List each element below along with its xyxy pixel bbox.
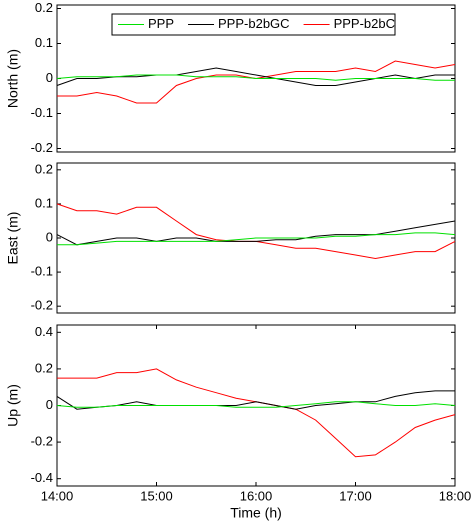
y-tick-label: 0	[46, 70, 53, 85]
y-tick-label: -0.2	[31, 434, 53, 449]
y-tick-label: 0.2	[35, 161, 53, 176]
legend-label: PPP	[148, 16, 174, 31]
y-tick-label: 0	[46, 229, 53, 244]
y-tick-label: 0.2	[35, 360, 53, 375]
y-tick-label: -0.1	[31, 264, 53, 279]
y-tick-label: 0.1	[35, 35, 53, 50]
series-line	[57, 232, 456, 246]
series-line	[56, 67, 455, 86]
y-tick-label: 0	[46, 397, 53, 412]
series-line	[56, 390, 455, 410]
series-line	[56, 220, 456, 246]
y-tick-label: 0.2	[35, 0, 53, 15]
x-tick-label: 15:00	[140, 488, 173, 503]
legend-box	[111, 13, 396, 36]
series-line	[57, 60, 456, 104]
series-line	[56, 401, 456, 408]
y-tick-label: -0.2	[31, 298, 53, 313]
x-tick-label: 16:00	[240, 488, 273, 503]
y-axis-label: Up (m)	[5, 384, 21, 427]
x-tick-label: 18:00	[439, 488, 472, 503]
y-tick-label: -0.4	[31, 470, 53, 485]
y-axis-label: North (m)	[5, 49, 21, 108]
x-axis-label: Time (h)	[230, 505, 282, 521]
x-tick-label: 17:00	[339, 488, 372, 503]
y-tick-label: 0.4	[35, 324, 53, 339]
y-tick-label: 0.1	[35, 195, 53, 210]
x-tick-label: 14:00	[41, 488, 74, 503]
y-tick-label: -0.2	[31, 140, 53, 155]
y-axis-label: East (m)	[5, 212, 21, 265]
legend-label: PPP-b2bC	[334, 16, 395, 31]
legend-label: PPP-b2bGC	[218, 16, 290, 31]
series-line	[56, 74, 455, 81]
series-line	[57, 368, 456, 458]
y-tick-label: -0.1	[31, 105, 53, 120]
